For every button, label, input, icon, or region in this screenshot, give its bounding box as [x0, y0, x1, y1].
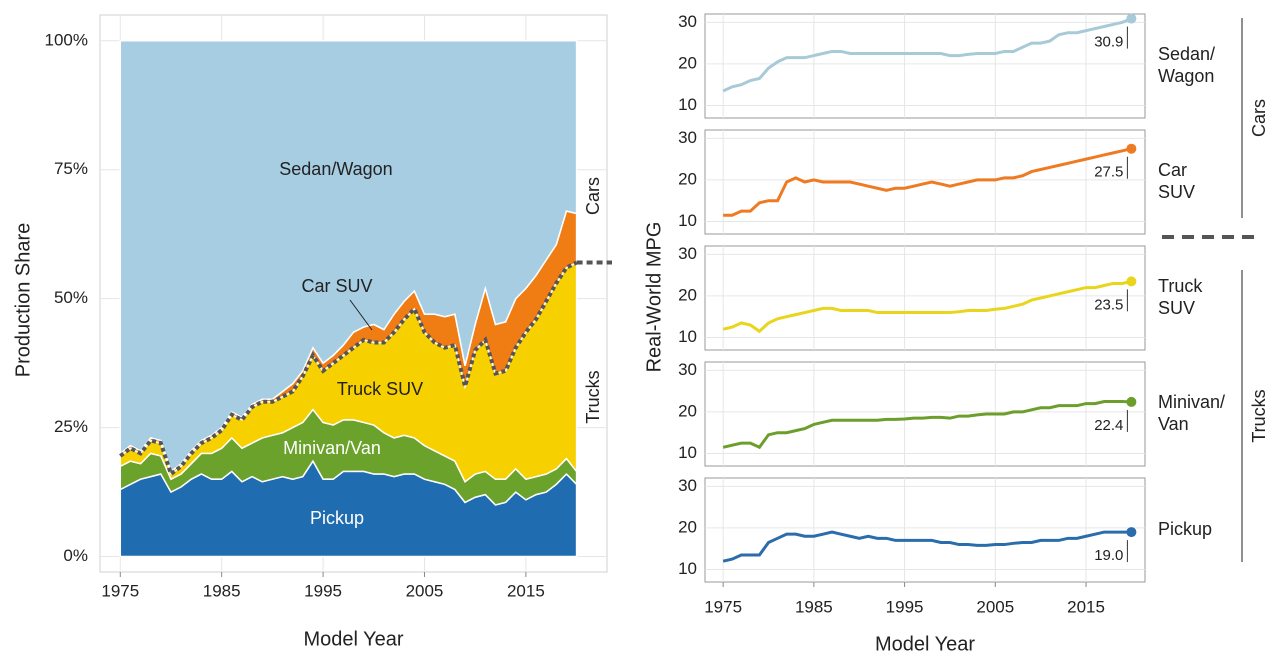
y-tick-label: 50%: [54, 288, 88, 307]
line: [723, 147, 1132, 217]
x-axis-label: Model Year: [875, 633, 975, 655]
area-label: Pickup: [310, 508, 364, 528]
area-label: Car SUV: [301, 276, 372, 296]
end-point: [1126, 396, 1137, 407]
y-tick-label: 10: [678, 211, 697, 230]
panel-frame: [704, 361, 1146, 467]
group-label: Cars: [1249, 99, 1269, 137]
value-label: 30.9: [1094, 34, 1123, 51]
y-tick-label: 20: [678, 517, 697, 536]
y-tick-label: 20: [678, 53, 697, 72]
line: [722, 400, 1132, 450]
leader-line: [349, 299, 373, 331]
area-label: Minivan/Van: [283, 438, 381, 458]
end-point: [1126, 527, 1137, 538]
x-tick-label: 2005: [406, 581, 444, 600]
y-axis-label: Production Share: [12, 223, 34, 378]
x-tick-label: 1975: [101, 581, 139, 600]
x-tick-label: 1975: [704, 597, 742, 616]
area-label: Sedan/Wagon: [279, 159, 392, 179]
value-label: 19.0: [1094, 547, 1123, 564]
group-label: Trucks: [1249, 389, 1269, 442]
plot-frame: [99, 14, 608, 573]
group-label: Trucks: [583, 370, 603, 423]
y-tick-label: 75%: [54, 159, 88, 178]
line: [722, 279, 1132, 334]
value-label: 27.5: [1094, 164, 1123, 181]
x-tick-label: 1995: [304, 581, 342, 600]
y-tick-label: 10: [678, 443, 697, 462]
y-axis-label: Real-World MPG: [643, 222, 665, 373]
panel-label: Pickup: [1158, 519, 1212, 539]
group-label: Cars: [583, 177, 603, 215]
trucks-cars-boundary: [119, 260, 578, 478]
area: [119, 40, 578, 473]
x-tick-label: 2015: [1067, 597, 1105, 616]
y-tick-label: 100%: [45, 30, 88, 49]
panel-frame: [704, 13, 1146, 119]
y-tick-label: 30: [678, 12, 697, 31]
y-tick-label: 30: [678, 128, 697, 147]
panel-label: Car SUV: [1158, 160, 1195, 202]
y-tick-label: 20: [678, 401, 697, 420]
panel-frame: [704, 477, 1146, 583]
panel-frame: [704, 245, 1146, 351]
line: [722, 17, 1132, 93]
x-tick-label: 1985: [203, 581, 241, 600]
panel-label: Minivan/Van: [1158, 392, 1225, 434]
panel-frame: [704, 129, 1146, 235]
x-tick-label: 2015: [507, 581, 545, 600]
value-label: 23.5: [1094, 296, 1123, 313]
x-tick-label: 2005: [976, 597, 1014, 616]
value-label: 22.4: [1094, 417, 1123, 434]
area-label: Truck SUV: [337, 379, 423, 399]
y-tick-label: 10: [678, 327, 697, 346]
line: [722, 530, 1132, 563]
x-axis-label: Model Year: [303, 628, 403, 650]
end-point: [1126, 143, 1137, 154]
y-tick-label: 10: [678, 95, 697, 114]
y-tick-label: 30: [678, 476, 697, 495]
x-tick-label: 1995: [886, 597, 924, 616]
y-tick-label: 10: [678, 559, 697, 578]
x-tick-label: 1985: [795, 597, 833, 616]
panel-label: Truck SUV: [1158, 276, 1207, 318]
y-tick-label: 0%: [63, 546, 88, 565]
y-tick-label: 30: [678, 360, 697, 379]
y-tick-label: 20: [678, 169, 697, 188]
end-point: [1126, 276, 1137, 287]
panel-label: Sedan/Wagon: [1158, 44, 1215, 86]
end-point: [1126, 13, 1137, 24]
y-tick-label: 20: [678, 285, 697, 304]
y-tick-label: 30: [678, 244, 697, 263]
y-tick-label: 25%: [54, 417, 88, 436]
